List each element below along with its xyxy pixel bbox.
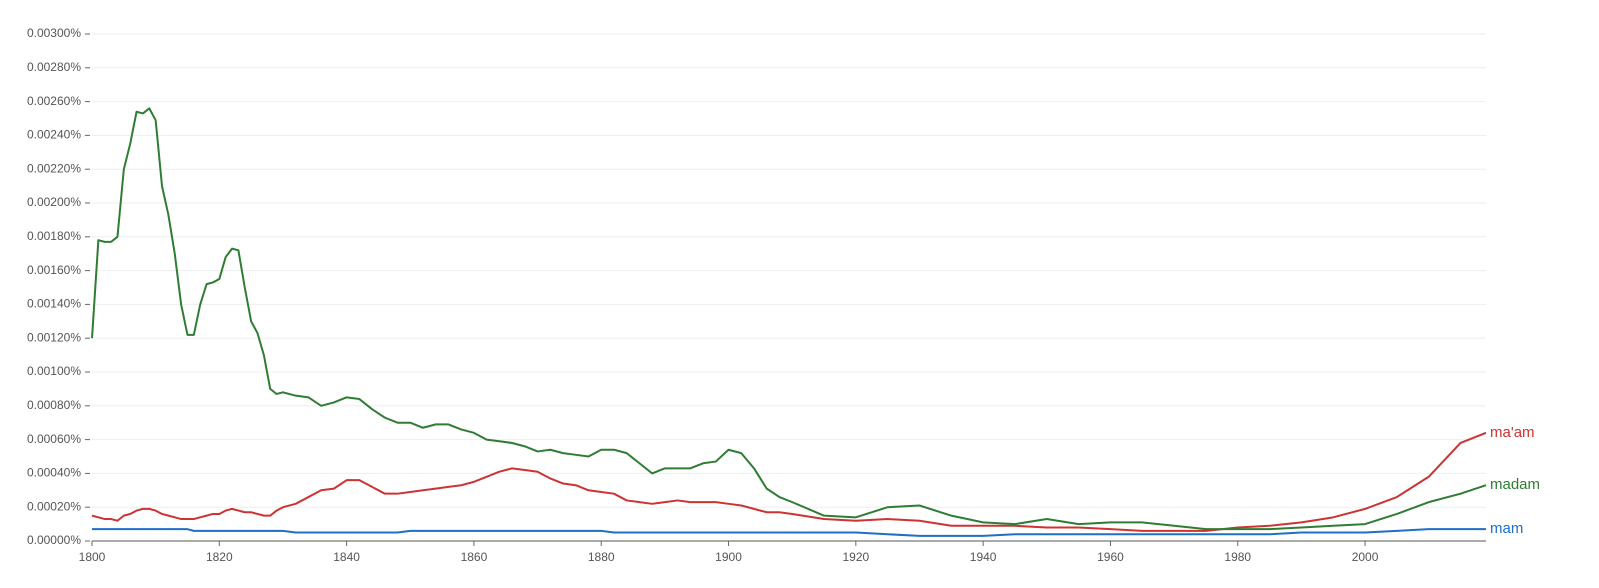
y-tick-label: 0.00220% bbox=[27, 161, 81, 175]
series-line bbox=[92, 528, 1486, 537]
series-label: madam bbox=[1490, 476, 1540, 493]
y-tick-label: 0.00060% bbox=[27, 432, 81, 446]
y-tick-label: 0.00040% bbox=[27, 466, 81, 480]
y-tick-label: 0.00020% bbox=[27, 499, 81, 513]
y-tick-label: 0.00240% bbox=[27, 128, 81, 142]
y-tick-label: 0.00080% bbox=[27, 398, 81, 412]
y-tick-label: 0.00000% bbox=[27, 533, 81, 547]
series-label: ma'am bbox=[1490, 424, 1535, 441]
x-tick-label: 1920 bbox=[842, 550, 869, 564]
x-tick-label: 2000 bbox=[1352, 550, 1379, 564]
x-tick-label: 1840 bbox=[333, 550, 360, 564]
y-tick-label: 0.00160% bbox=[27, 263, 81, 277]
x-tick-label: 1960 bbox=[1097, 550, 1124, 564]
y-tick-label: 0.00280% bbox=[27, 60, 81, 74]
x-tick-label: 1940 bbox=[970, 550, 997, 564]
series-line bbox=[91, 431, 1487, 532]
y-tick-label: 0.00260% bbox=[27, 94, 81, 108]
x-tick-label: 1980 bbox=[1224, 550, 1251, 564]
x-tick-label: 1820 bbox=[206, 550, 233, 564]
y-tick-label: 0.00200% bbox=[27, 195, 81, 209]
y-tick-label: 0.00120% bbox=[27, 330, 81, 344]
y-tick-label: 0.00300% bbox=[27, 26, 81, 40]
x-tick-label: 1880 bbox=[588, 550, 615, 564]
y-tick-label: 0.00180% bbox=[27, 229, 81, 243]
series-line bbox=[91, 107, 1487, 531]
y-tick-label: 0.00100% bbox=[27, 364, 81, 378]
x-tick-label: 1900 bbox=[715, 550, 742, 564]
x-tick-label: 1860 bbox=[461, 550, 488, 564]
x-tick-label: 1800 bbox=[79, 550, 106, 564]
y-tick-label: 0.00140% bbox=[27, 297, 81, 311]
series-label: mam bbox=[1490, 520, 1523, 537]
